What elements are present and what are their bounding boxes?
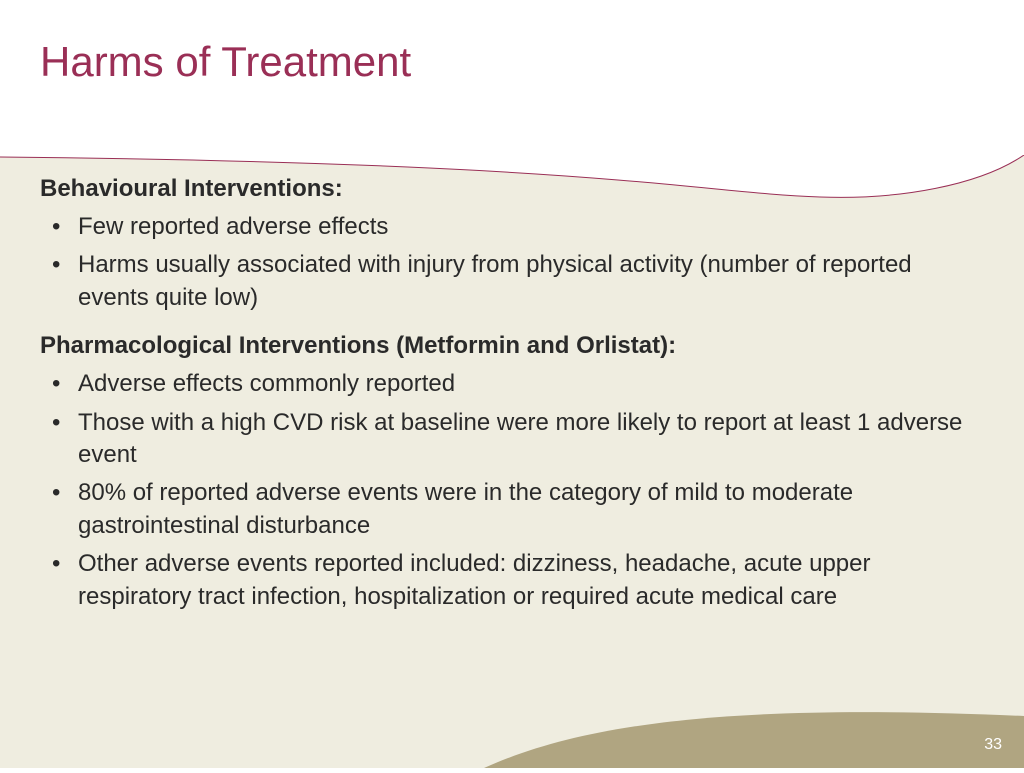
title-area: Harms of Treatment	[0, 0, 1024, 106]
page-number: 33	[984, 736, 1002, 754]
bullet-item: Other adverse events reported included: …	[40, 548, 984, 613]
bullet-list: Adverse effects commonly reported Those …	[40, 368, 984, 613]
section-heading: Pharmacological Interventions (Metformin…	[40, 332, 984, 360]
section-heading: Behavioural Interventions:	[40, 175, 984, 203]
bullet-item: Harms usually associated with injury fro…	[40, 249, 984, 314]
bullet-item: Adverse effects commonly reported	[40, 368, 984, 400]
bullet-list: Few reported adverse effects Harms usual…	[40, 211, 984, 314]
content-area: Behavioural Interventions: Few reported …	[0, 175, 1024, 631]
section-2: Pharmacological Interventions (Metformin…	[40, 332, 984, 613]
bullet-item: Those with a high CVD risk at baseline w…	[40, 407, 984, 472]
section-1: Behavioural Interventions: Few reported …	[40, 175, 984, 314]
bottom-swoosh	[484, 698, 1024, 768]
bullet-item: Few reported adverse effects	[40, 211, 984, 243]
bullet-item: 80% of reported adverse events were in t…	[40, 477, 984, 542]
slide-title: Harms of Treatment	[40, 38, 984, 86]
